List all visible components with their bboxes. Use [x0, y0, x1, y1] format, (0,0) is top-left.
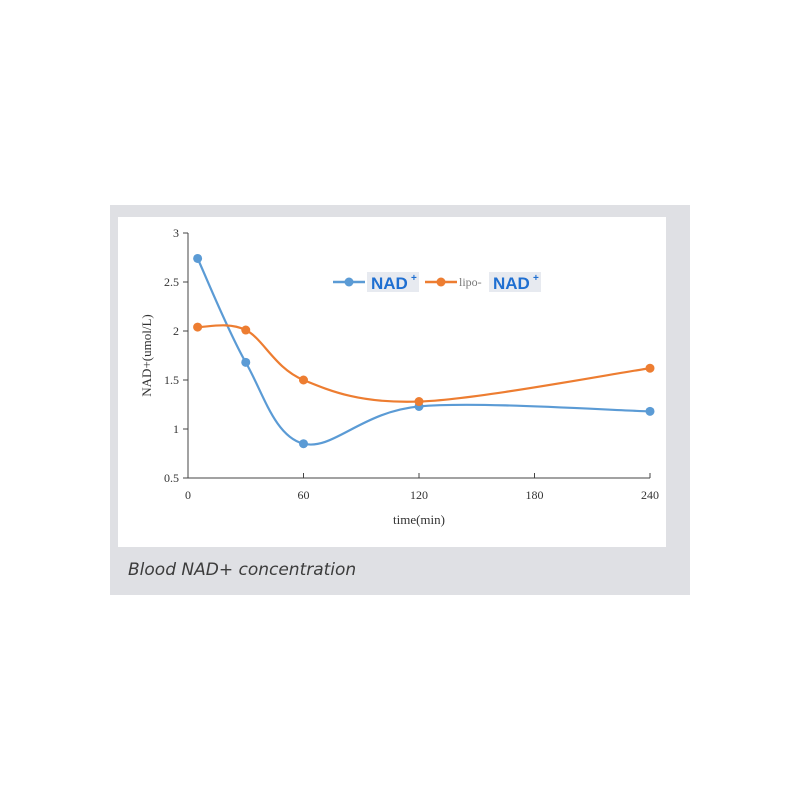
series-line: [196, 258, 651, 446]
plot-card: 0.5 1 1.5 2 2.5 3 0 60 120 180 240 time(min) NAD+(um…: [118, 217, 666, 547]
data-point: [241, 325, 251, 335]
x-tick-label: 240: [641, 488, 659, 502]
data-point: [645, 406, 655, 416]
legend-marker: [436, 277, 446, 287]
legend-label: NAD: [371, 274, 408, 293]
x-tick-label: 0: [185, 488, 191, 502]
data-point: [299, 439, 308, 449]
x-axis-title: time(min): [393, 512, 445, 527]
x-tick-label: 60: [298, 488, 310, 502]
data-point: [241, 357, 251, 367]
legend-prefix: lipo-: [459, 275, 482, 289]
y-tick-label: 1.5: [164, 373, 179, 387]
y-tick-label: 3: [173, 226, 179, 240]
data-point: [193, 253, 203, 263]
line-chart: 0.5 1 1.5 2 2.5 3 0 60 120 180 240 time(min) NAD+(um…: [139, 226, 659, 527]
data-point: [299, 375, 308, 385]
data-point: [645, 363, 655, 373]
y-axis-title: NAD+(umol/L): [139, 314, 154, 396]
series-line: [197, 324, 651, 403]
y-tick-label: 2: [173, 324, 179, 338]
legend-label: NAD: [493, 274, 530, 293]
x-tick-label: 120: [410, 488, 428, 502]
legend-marker: [344, 277, 354, 287]
legend-superscript: +: [411, 273, 417, 284]
y-tick-label: 0.5: [164, 471, 179, 485]
x-tick-label: 180: [526, 488, 544, 502]
y-tick-label: 1: [173, 422, 179, 436]
figure-caption: Blood NAD+ concentration: [128, 560, 357, 580]
figure-panel: 0.5 1 1.5 2 2.5 3 0 60 120 180 240 time(min) NAD+(um…: [110, 205, 690, 595]
legend-badge-bg: [489, 272, 541, 292]
data-point: [193, 322, 203, 332]
legend-superscript: +: [533, 273, 539, 284]
y-tick-label: 2.5: [164, 275, 179, 289]
data-point: [414, 397, 424, 407]
legend-badge-bg: [367, 272, 419, 292]
